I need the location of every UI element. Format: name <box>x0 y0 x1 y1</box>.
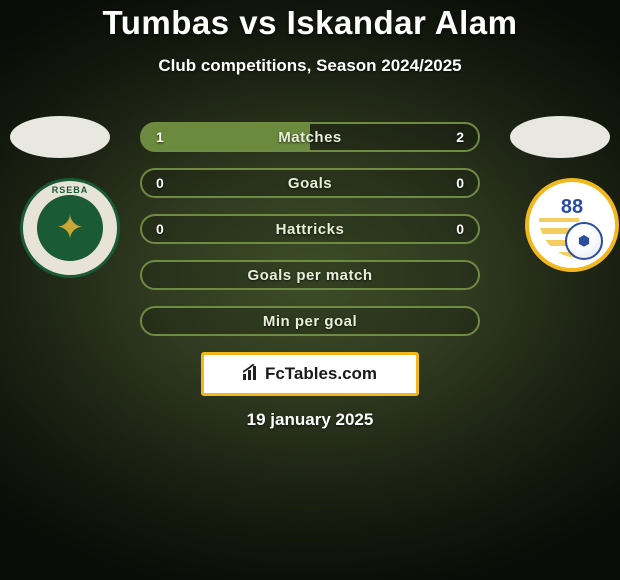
page-subtitle: Club competitions, Season 2024/2025 <box>0 56 620 76</box>
stat-value-left: 1 <box>156 129 164 145</box>
club-badge-right: 88 <box>522 178 620 278</box>
club-badge-left-emblem-icon: ✦ <box>56 208 85 248</box>
club-badge-left-outer: RSEBA ✦ <box>20 178 120 278</box>
stat-row: 0 Hattricks 0 <box>140 214 480 244</box>
date-text: 19 january 2025 <box>0 410 620 430</box>
player-silhouette-right <box>510 116 610 158</box>
stats-container: 1 Matches 2 0 Goals 0 0 Hattricks 0 Goals per mat… <box>140 122 480 352</box>
stat-label: Goals per match <box>247 267 372 284</box>
stat-value-right: 0 <box>456 175 464 191</box>
club-badge-right-outer: 88 <box>525 178 619 272</box>
club-badge-left-arc-text: RSEBA <box>23 185 117 195</box>
branding-text: FcTables.com <box>265 364 377 384</box>
stat-row: Goals per match <box>140 260 480 290</box>
soccer-ball-icon <box>565 222 603 260</box>
stat-row: Min per goal <box>140 306 480 336</box>
stat-value-left: 0 <box>156 175 164 191</box>
stat-value-right: 2 <box>456 129 464 145</box>
stat-label: Goals <box>288 175 332 192</box>
stat-label: Min per goal <box>263 313 357 330</box>
stat-label: Hattricks <box>276 221 345 238</box>
stat-value-left: 0 <box>156 221 164 237</box>
stat-row: 1 Matches 2 <box>140 122 480 152</box>
stat-value-right: 0 <box>456 221 464 237</box>
bar-chart-icon <box>243 364 261 385</box>
stat-label: Matches <box>278 129 342 146</box>
infographic-root: Tumbas vs Iskandar Alam Club competition… <box>0 0 620 580</box>
club-badge-right-number: 88 <box>529 196 615 219</box>
branding-box: FcTables.com <box>201 352 419 396</box>
page-title: Tumbas vs Iskandar Alam <box>0 0 620 42</box>
player-slot-right <box>500 116 620 158</box>
player-slot-left <box>0 116 120 158</box>
club-badge-left: RSEBA ✦ <box>20 178 120 278</box>
player-silhouette-left <box>10 116 110 158</box>
stat-row: 0 Goals 0 <box>140 168 480 198</box>
